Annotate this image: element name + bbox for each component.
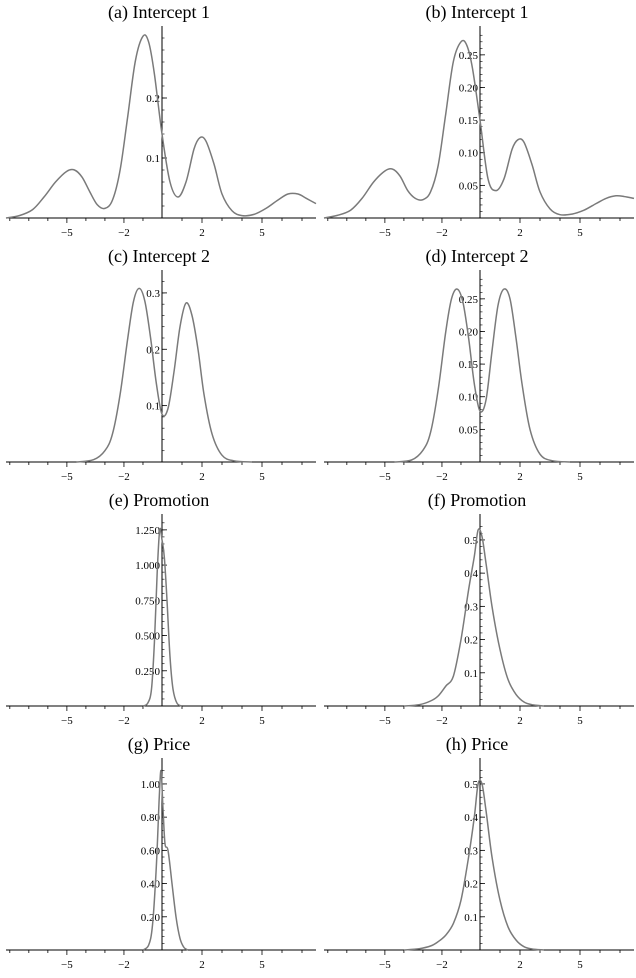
chart-title: (d) Intercept 2 (425, 246, 529, 266)
y-tick-label: 0.3 (464, 845, 478, 857)
density-curve (403, 779, 545, 951)
chart-panel: −5 −2 2 5 0.1 0.2 0.3 (c) Intercept 2 (0, 244, 318, 488)
chart-svg: −5 −2 2 5 0.1 0.2 0.3 (6, 270, 316, 483)
y-tick-label: 0.1 (146, 153, 160, 165)
y-tick-label: 0.25 (459, 50, 479, 62)
chart-svg: −5 −2 2 5 0.1 0.2 0.3 0.4 0.5 (324, 758, 634, 971)
density-curve (142, 769, 189, 951)
x-tick-label: −5 (379, 959, 391, 971)
y-tick-label: 0.2 (146, 344, 160, 356)
y-tick-label: 0.1 (464, 912, 478, 924)
density-curve (5, 34, 317, 219)
y-tick-label: 0.2 (464, 635, 478, 647)
x-tick-label: 2 (517, 959, 523, 971)
y-tick-label: 0.20 (141, 912, 161, 924)
density-curve (394, 288, 571, 463)
x-tick-label: −5 (379, 715, 391, 727)
y-tick-label: 0.5 (464, 535, 478, 547)
x-tick-label: 5 (259, 715, 265, 727)
chart-panel: −5 −2 2 5 0.250 0.500 0.750 1.000 1.250 (e) Promo… (0, 488, 318, 732)
y-tick-label: 0.05 (459, 424, 479, 436)
x-tick-label: 2 (517, 715, 523, 727)
y-tick-label: 0.2 (464, 879, 478, 891)
chart-title: (h) Price (445, 734, 509, 754)
x-tick-label: −5 (379, 227, 391, 239)
chart-panel: −5 −2 2 5 0.20 0.40 0.60 0.80 1.00 (g) Price (0, 732, 318, 976)
y-tick-label: 0.1 (464, 668, 478, 680)
chart-svg: −5 −2 2 50.10.20.30.40.5 (324, 514, 634, 727)
x-tick-label: 2 (199, 227, 205, 239)
y-tick-label: 0.20 (459, 82, 479, 94)
x-tick-label: −2 (436, 227, 448, 239)
chart-svg: −5 −2 2 50.10.2 (5, 26, 317, 239)
x-tick-label: −2 (118, 471, 130, 483)
y-tick-label: 0.750 (135, 595, 160, 607)
y-tick-label: 0.80 (141, 812, 161, 824)
x-tick-label: −2 (436, 959, 448, 971)
chart-title: (g) Price (127, 734, 191, 754)
y-tick-label: 0.15 (459, 115, 479, 127)
x-tick-label: 2 (199, 959, 205, 971)
x-tick-label: 5 (577, 715, 583, 727)
x-tick-label: 2 (199, 715, 205, 727)
x-tick-label: 5 (259, 227, 265, 239)
x-tick-label: 2 (199, 471, 205, 483)
density-curve (76, 287, 253, 463)
y-tick-label: 1.250 (135, 525, 160, 537)
y-tick-label: 1.00 (141, 779, 161, 791)
density-curve (403, 528, 545, 707)
x-tick-label: 5 (577, 471, 583, 483)
x-tick-label: −2 (118, 715, 130, 727)
y-tick-label: 0.3 (146, 288, 160, 300)
x-tick-label: 5 (577, 959, 583, 971)
chart-title: (a) Intercept 1 (108, 2, 210, 22)
chart-panel: −5 −2 2 5 0.1 0.2 (a) Intercept 1 (0, 0, 318, 244)
x-tick-label: 5 (577, 227, 583, 239)
x-tick-label: 5 (259, 471, 265, 483)
chart-panel: −5 −2 2 5 0.05 0.10 0.15 0.20 0.25 (d) Intercept … (318, 244, 636, 488)
chart-panel: −5 −2 2 5 0.1 0.2 0.3 0.4 0.5 (f) Promotion (318, 488, 636, 732)
x-tick-label: −2 (118, 227, 130, 239)
x-tick-label: 5 (259, 959, 265, 971)
y-tick-label: 0.4 (464, 812, 478, 824)
chart-svg: −5 −2 2 5 0.250 0.500 0.750 1.000 1.250 (6, 514, 316, 727)
y-tick-label: 0.60 (141, 845, 161, 857)
chart-title: (c) Intercept 2 (108, 246, 210, 266)
x-tick-label: −5 (61, 715, 73, 727)
chart-panel: −5 −2 2 5 0.05 0.10 0.15 0.20 0.25 (b) Intercept … (318, 0, 636, 244)
density-curve (142, 527, 183, 707)
x-tick-label: −5 (61, 227, 73, 239)
chart-svg: −5 −2 2 5 0.05 0.10 0.15 0.20 0.25 (323, 26, 635, 239)
y-tick-label: 0.20 (459, 326, 479, 338)
y-tick-label: 0.500 (135, 631, 160, 643)
chart-svg: −5 −2 2 50.050.100.150.200.25 (324, 270, 634, 483)
y-tick-label: 1.000 (135, 560, 160, 572)
y-tick-label: 0.1 (146, 401, 160, 413)
x-tick-label: −5 (61, 471, 73, 483)
y-tick-label: 0.5 (464, 779, 478, 791)
x-tick-label: −2 (118, 959, 130, 971)
chart-title: (e) Promotion (108, 490, 210, 510)
chart-svg: −5 −2 2 5 0.20 0.40 0.60 0.80 1.00 (6, 758, 316, 971)
chart-title: (f) Promotion (427, 490, 527, 510)
x-tick-label: −2 (436, 715, 448, 727)
y-tick-label: 0.05 (459, 180, 479, 192)
y-tick-label: 0.15 (459, 359, 479, 371)
x-tick-label: 2 (517, 227, 523, 239)
y-tick-label: 0.3 (464, 601, 478, 613)
chart-panel: −5 −2 2 5 0.1 0.2 0.3 0.4 0.5 (h) Price (318, 732, 636, 976)
x-tick-label: −5 (61, 959, 73, 971)
y-tick-label: 0.40 (141, 879, 161, 891)
x-tick-label: −2 (436, 471, 448, 483)
density-curve (323, 39, 635, 219)
y-tick-label: 0.10 (459, 148, 479, 160)
y-tick-label: 0.250 (135, 666, 160, 678)
y-tick-label: 0.10 (459, 392, 479, 404)
x-tick-label: 2 (517, 471, 523, 483)
chart-title: (b) Intercept 1 (425, 2, 529, 22)
x-tick-label: −5 (379, 471, 391, 483)
